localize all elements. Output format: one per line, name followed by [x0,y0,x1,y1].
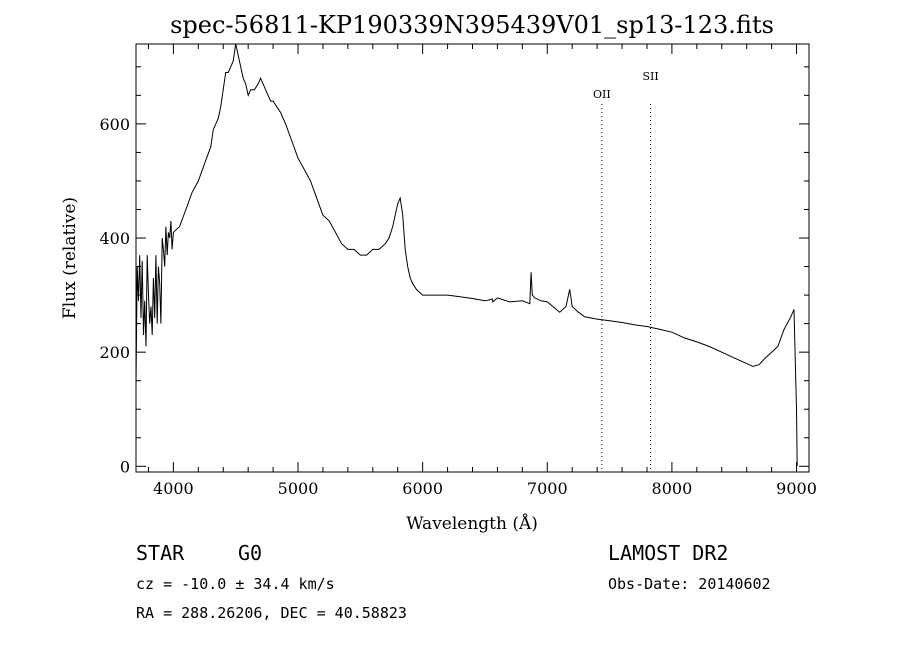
y-tick-label: 200 [99,343,130,362]
coordinates: RA = 288.26206, DEC = 40.58823 [136,604,407,622]
x-tick-label: 6000 [402,479,443,498]
x-tick-label: 7000 [527,479,568,498]
x-tick-label: 8000 [652,479,693,498]
x-tick-label: 9000 [776,479,817,498]
annotation-label: OII [593,88,611,101]
y-tick-label: 0 [120,457,130,476]
annotation-label: SII [642,70,658,83]
redshift-readout: cz = -10.0 ± 34.4 km/s [136,575,335,593]
x-tick-label: 4000 [153,479,194,498]
chart-title: spec-56811-KP190339N395439V01_sp13-123.f… [170,11,774,39]
object-class: STAR [136,541,185,565]
spectrum-line [135,43,798,467]
obs-date: Obs-Date: 20140602 [608,575,771,593]
y-tick-label: 600 [99,115,130,134]
subclass: G0 [238,541,263,565]
survey-name: LAMOST DR2 [608,541,729,565]
y-axis-label: Flux (relative) [60,197,80,319]
x-tick-label: 5000 [278,479,319,498]
axis-tick-labels: 4000 5000 6000 7000 8000 9000 0 200 400 600 [99,115,816,498]
plot-frame [135,43,810,473]
line-annotations: OII SII [593,70,659,472]
y-tick-label: 400 [99,229,130,248]
axis-ticks [136,44,809,472]
x-axis-label: Wavelength (Å) [406,513,538,534]
